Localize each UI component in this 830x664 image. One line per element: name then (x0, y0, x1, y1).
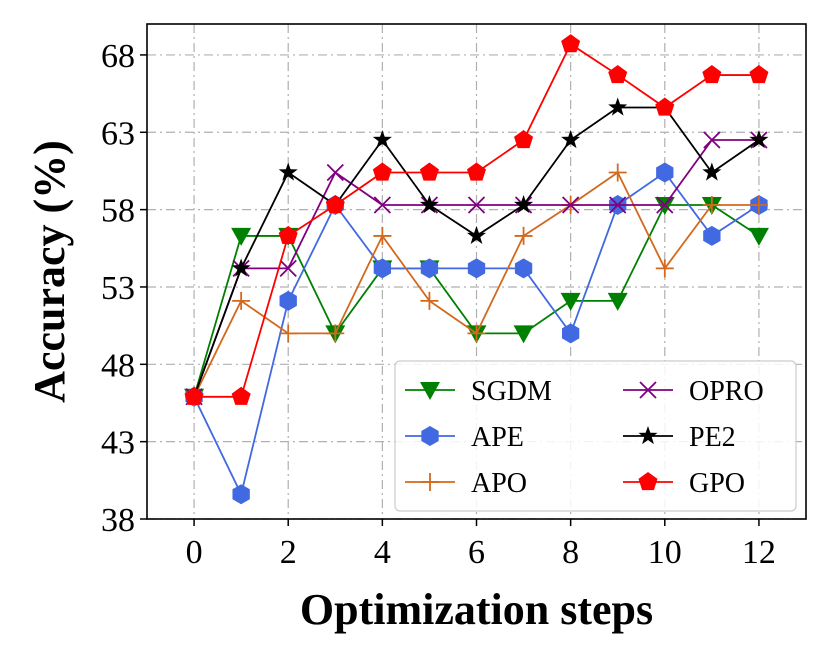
legend-label-gpo: GPO (689, 468, 745, 499)
data-point-ape (373, 258, 392, 279)
data-point-apo (373, 226, 392, 245)
data-point-pe2 (419, 194, 439, 214)
legend-marker-pe2 (638, 426, 658, 445)
data-point-gpo (231, 386, 251, 405)
data-point-opro (326, 163, 344, 182)
data-point-gpo (419, 162, 439, 181)
data-point-opro (279, 259, 297, 278)
legend-marker-sgdm (420, 382, 440, 400)
legend-label-pe2: PE2 (689, 422, 736, 453)
y-tick-label: 53 (101, 270, 135, 307)
data-point-pe2 (278, 162, 298, 181)
data-point-apo (232, 291, 251, 310)
data-point-apo (467, 324, 486, 343)
data-point-apo (655, 259, 674, 278)
data-point-sgdm (607, 292, 628, 311)
data-point-ape (703, 225, 721, 246)
legend-marker-opro (639, 381, 657, 399)
data-point-gpo (749, 65, 769, 84)
data-point-opro (656, 196, 674, 214)
series-layer (184, 34, 769, 505)
x-tick-label: 4 (374, 534, 391, 571)
y-tick-label: 48 (101, 347, 135, 384)
data-point-ape (279, 290, 297, 311)
data-point-gpo (561, 34, 581, 53)
legend: SGDM APE APO OPRO PE2 GPO (394, 360, 797, 512)
data-point-pe2 (372, 130, 392, 149)
data-point-pe2 (231, 258, 251, 277)
y-tick-label: 38 (101, 502, 135, 539)
data-point-pe2 (702, 162, 722, 181)
data-point-ape (514, 258, 533, 279)
data-point-sgdm (231, 227, 252, 246)
data-point-sgdm (560, 292, 581, 311)
x-tick-label: 0 (186, 534, 203, 571)
data-point-opro (609, 196, 627, 214)
data-point-gpo (514, 130, 534, 149)
x-tick-label: 2 (280, 534, 297, 571)
x-tick-label: 6 (468, 534, 485, 571)
data-point-opro (562, 196, 580, 214)
data-point-apo (749, 195, 768, 214)
data-point-gpo (466, 162, 487, 181)
legend-marker-ape (421, 426, 439, 446)
legend-label-ape: APE (471, 422, 524, 453)
data-point-ape (656, 162, 674, 183)
data-point-pe2 (749, 130, 769, 149)
x-tick-label: 8 (562, 534, 579, 571)
legend-label-apo: APO (471, 468, 527, 499)
legend-label-opro: OPRO (689, 376, 764, 407)
data-point-apo (608, 163, 627, 182)
data-point-sgdm (513, 325, 534, 344)
y-tick-label: 58 (101, 193, 135, 230)
data-point-opro (467, 196, 486, 214)
legend-marker-apo (421, 473, 439, 491)
data-point-sgdm (748, 227, 769, 246)
data-point-ape (232, 484, 250, 505)
data-point-gpo (702, 65, 722, 84)
data-point-apo (326, 324, 345, 343)
data-point-apo (279, 324, 298, 343)
data-point-gpo (325, 194, 345, 214)
data-point-gpo (372, 162, 392, 181)
data-point-opro (703, 131, 721, 149)
legend-marker-gpo (638, 472, 658, 491)
data-point-pe2 (466, 225, 487, 245)
y-tick-label: 68 (101, 38, 135, 75)
data-point-opro (373, 196, 391, 214)
data-point-gpo (278, 225, 298, 245)
data-point-gpo (184, 386, 204, 405)
data-point-apo (420, 291, 439, 310)
data-point-ape (561, 323, 580, 344)
data-point-apo (702, 195, 721, 214)
x-tick-label: 12 (742, 534, 776, 571)
x-axis-title: Optimization steps (300, 585, 653, 634)
data-point-gpo (655, 97, 675, 116)
data-point-pe2 (561, 130, 581, 149)
data-point-pe2 (514, 194, 534, 214)
y-tick-label: 43 (101, 425, 135, 462)
data-point-gpo (608, 65, 628, 84)
data-point-apo (514, 226, 533, 245)
data-point-pe2 (608, 97, 628, 116)
x-tick-label: 10 (648, 534, 682, 571)
data-point-ape (467, 258, 486, 279)
y-tick-label: 63 (101, 115, 135, 152)
legend-box (394, 360, 797, 512)
y-axis-title: Accuracy (%) (25, 140, 74, 403)
data-point-ape (420, 258, 439, 279)
legend-label-sgdm: SGDM (471, 376, 552, 407)
series-gpo (184, 34, 769, 405)
